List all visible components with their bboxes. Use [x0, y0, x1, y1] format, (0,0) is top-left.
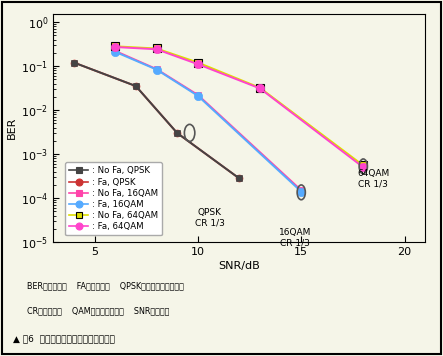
: No Fa, QPSK: (12, 0.00028): No Fa, QPSK: (12, 0.00028): [237, 176, 242, 180]
Line: : Fa, 16QAM: : Fa, 16QAM: [111, 48, 305, 196]
: Fa, QPSK: (9, 0.003): Fa, QPSK: (9, 0.003): [175, 131, 180, 135]
: Fa, 64QAM: (18, 0.0005): Fa, 64QAM: (18, 0.0005): [361, 165, 366, 169]
: No Fa, 64QAM: (6, 0.28): No Fa, 64QAM: (6, 0.28): [113, 44, 118, 48]
Line: : Fa, QPSK: : Fa, QPSK: [70, 59, 243, 182]
: No Fa, 16QAM: (6, 0.22): No Fa, 16QAM: (6, 0.22): [113, 49, 118, 53]
: No Fa, QPSK: (4, 0.12): No Fa, QPSK: (4, 0.12): [71, 61, 77, 65]
Line: : No Fa, QPSK: : No Fa, QPSK: [70, 59, 243, 182]
Y-axis label: BER: BER: [7, 117, 17, 139]
: Fa, QPSK: (12, 0.00028): Fa, QPSK: (12, 0.00028): [237, 176, 242, 180]
: Fa, 64QAM: (8, 0.24): Fa, 64QAM: (8, 0.24): [154, 47, 159, 51]
Text: QPSK
CR 1/3: QPSK CR 1/3: [194, 208, 225, 227]
: No Fa, 64QAM: (10, 0.12): No Fa, 64QAM: (10, 0.12): [195, 61, 201, 65]
Line: : Fa, 64QAM: : Fa, 64QAM: [111, 43, 367, 172]
: No Fa, 16QAM: (15, 0.00015): No Fa, 16QAM: (15, 0.00015): [299, 188, 304, 193]
: No Fa, QPSK: (7, 0.035): No Fa, QPSK: (7, 0.035): [133, 84, 139, 88]
Text: ▲ 图6  有无保护带宽对系统性能的影响: ▲ 图6 有无保护带宽对系统性能的影响: [13, 335, 115, 344]
: No Fa, 64QAM: (13, 0.032): No Fa, 64QAM: (13, 0.032): [257, 86, 263, 90]
Text: BER：误比特率    FA：保护目带    QPSK：四相相移键控调制: BER：误比特率 FA：保护目带 QPSK：四相相移键控调制: [27, 281, 183, 290]
: Fa, 16QAM: (15, 0.00014): Fa, 16QAM: (15, 0.00014): [299, 189, 304, 194]
Line: : No Fa, 64QAM: : No Fa, 64QAM: [111, 42, 367, 170]
: Fa, 64QAM: (6, 0.27): Fa, 64QAM: (6, 0.27): [113, 45, 118, 49]
: Fa, 64QAM: (10, 0.11): Fa, 64QAM: (10, 0.11): [195, 62, 201, 66]
: Fa, 16QAM: (10, 0.021): Fa, 16QAM: (10, 0.021): [195, 94, 201, 98]
: Fa, 64QAM: (13, 0.031): Fa, 64QAM: (13, 0.031): [257, 86, 263, 90]
Text: 16QAM
CR 1/3: 16QAM CR 1/3: [279, 229, 311, 248]
: Fa, 16QAM: (6, 0.21): Fa, 16QAM: (6, 0.21): [113, 50, 118, 54]
Text: CR：编码速率    QAM：正交幅度调制    SNR：信噪比: CR：编码速率 QAM：正交幅度调制 SNR：信噪比: [27, 306, 169, 315]
: No Fa, 16QAM: (10, 0.022): No Fa, 16QAM: (10, 0.022): [195, 93, 201, 97]
: No Fa, QPSK: (9, 0.003): No Fa, QPSK: (9, 0.003): [175, 131, 180, 135]
Legend: : No Fa, QPSK, : Fa, QPSK, : No Fa, 16QAM, : Fa, 16QAM, : No Fa, 64QAM, : Fa, 64: : No Fa, QPSK, : Fa, QPSK, : No Fa, 16QA…: [65, 162, 162, 236]
: Fa, 16QAM: (8, 0.083): Fa, 16QAM: (8, 0.083): [154, 67, 159, 72]
: No Fa, 64QAM: (8, 0.25): No Fa, 64QAM: (8, 0.25): [154, 46, 159, 51]
Text: 64QAM
CR 1/3: 64QAM CR 1/3: [357, 169, 389, 189]
: Fa, QPSK: (4, 0.12): Fa, QPSK: (4, 0.12): [71, 61, 77, 65]
Line: : No Fa, 16QAM: : No Fa, 16QAM: [112, 47, 305, 194]
: No Fa, 16QAM: (8, 0.085): No Fa, 16QAM: (8, 0.085): [154, 67, 159, 71]
X-axis label: SNR/dB: SNR/dB: [218, 261, 260, 271]
: Fa, QPSK: (7, 0.035): Fa, QPSK: (7, 0.035): [133, 84, 139, 88]
: No Fa, 64QAM: (18, 0.00055): No Fa, 64QAM: (18, 0.00055): [361, 163, 366, 168]
